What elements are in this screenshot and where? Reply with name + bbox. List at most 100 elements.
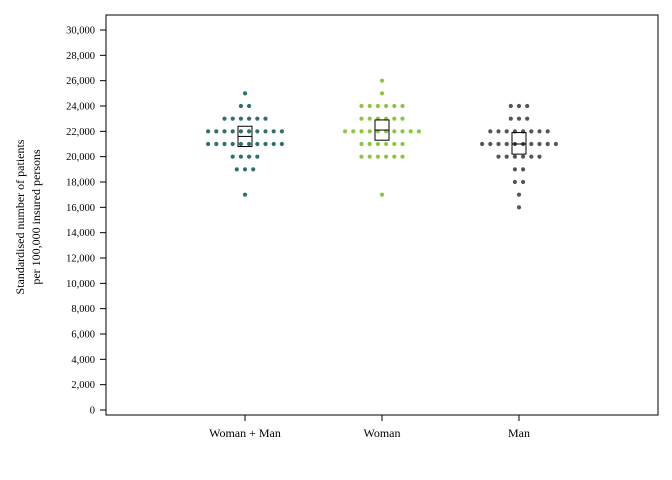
iqr-box — [511, 132, 527, 155]
boxes — [237, 119, 527, 155]
data-point — [496, 154, 501, 159]
data-point — [488, 129, 493, 134]
data-point — [504, 129, 509, 134]
data-points — [206, 78, 559, 210]
data-point — [222, 141, 227, 147]
data-point — [400, 129, 405, 134]
data-point — [379, 192, 385, 197]
data-point — [508, 116, 513, 121]
data-point — [508, 103, 513, 109]
y-tick-label: 10,000 — [66, 279, 95, 290]
data-point — [263, 141, 268, 147]
y-tick-label: 0 — [90, 406, 95, 417]
data-point — [525, 103, 530, 109]
y-axis-title-line-1: Standardised number of patients — [13, 139, 27, 294]
data-point — [247, 103, 252, 109]
data-point — [496, 141, 501, 147]
data-point — [392, 103, 397, 109]
data-point — [512, 179, 518, 185]
data-point — [384, 141, 389, 147]
y-tick-label: 18,000 — [66, 178, 95, 189]
data-point — [553, 141, 559, 147]
y-tick-label: 26,000 — [66, 76, 95, 87]
data-point — [392, 141, 397, 147]
data-point — [359, 141, 364, 147]
data-point — [242, 167, 248, 172]
data-point — [525, 116, 530, 121]
data-point — [255, 116, 260, 121]
data-point — [242, 91, 248, 96]
x-category-label: Man — [508, 426, 530, 440]
data-point — [367, 116, 372, 121]
data-point — [529, 129, 534, 134]
data-point — [251, 167, 256, 172]
data-point — [247, 154, 252, 159]
data-point — [529, 154, 534, 159]
data-point — [247, 129, 252, 134]
y-tick-label: 24,000 — [66, 102, 95, 113]
data-point — [375, 141, 380, 147]
data-point — [255, 129, 260, 134]
data-point — [343, 129, 348, 134]
data-point — [222, 129, 227, 134]
y-tick-label: 28,000 — [66, 51, 95, 62]
data-point — [512, 167, 518, 172]
data-point — [400, 103, 405, 109]
y-axis-title-line-2: per 100,000 insured persons — [29, 149, 43, 285]
data-point — [496, 129, 501, 134]
data-point — [416, 129, 421, 134]
data-point — [521, 179, 526, 185]
data-point — [238, 154, 243, 159]
data-point — [230, 116, 235, 121]
x-category-label: Woman — [363, 426, 400, 440]
y-tick-label: 8,000 — [71, 304, 95, 315]
data-point — [367, 154, 372, 159]
x-category-label: Woman + Man — [209, 426, 281, 440]
data-point — [222, 116, 227, 121]
data-point — [279, 129, 284, 134]
data-point — [271, 141, 276, 147]
y-axis: 0 2,000 4,000 6,000 8,000 10,000 12,000 14,000 1… — [66, 26, 107, 417]
y-tick-label: 6,000 — [71, 330, 95, 341]
y-tick-label: 4,000 — [71, 355, 95, 366]
data-point — [247, 141, 252, 147]
data-point — [359, 116, 364, 121]
data-point — [392, 116, 397, 121]
data-point — [255, 141, 260, 147]
data-point — [521, 154, 526, 159]
data-point — [408, 129, 413, 134]
data-point — [206, 129, 211, 134]
data-point — [359, 103, 364, 109]
data-point — [375, 103, 380, 109]
data-point — [375, 154, 380, 159]
data-point — [384, 103, 389, 109]
data-point — [516, 205, 522, 210]
data-point — [367, 141, 372, 147]
data-point — [242, 192, 248, 197]
data-point — [206, 141, 211, 147]
data-point — [247, 116, 252, 121]
data-point — [529, 141, 534, 147]
data-point — [238, 116, 243, 121]
y-tick-label: 14,000 — [66, 228, 95, 239]
data-point — [516, 192, 522, 197]
data-point — [234, 167, 239, 172]
data-point — [255, 154, 260, 159]
data-point — [367, 103, 372, 109]
data-point — [488, 141, 493, 147]
y-tick-label: 2,000 — [71, 380, 95, 391]
data-point — [384, 154, 389, 159]
y-tick-label: 30,000 — [66, 26, 95, 37]
x-axis: Woman + Man Woman Man — [209, 415, 530, 440]
y-tick-label: 12,000 — [66, 254, 95, 265]
data-point — [379, 91, 385, 96]
data-point — [271, 129, 276, 134]
y-tick-label: 20,000 — [66, 152, 95, 163]
data-point — [545, 129, 550, 134]
data-point — [537, 141, 542, 147]
data-point — [230, 154, 235, 159]
y-tick-label: 16,000 — [66, 203, 95, 214]
data-point — [392, 129, 397, 134]
data-point — [516, 103, 522, 109]
data-point — [545, 141, 550, 147]
